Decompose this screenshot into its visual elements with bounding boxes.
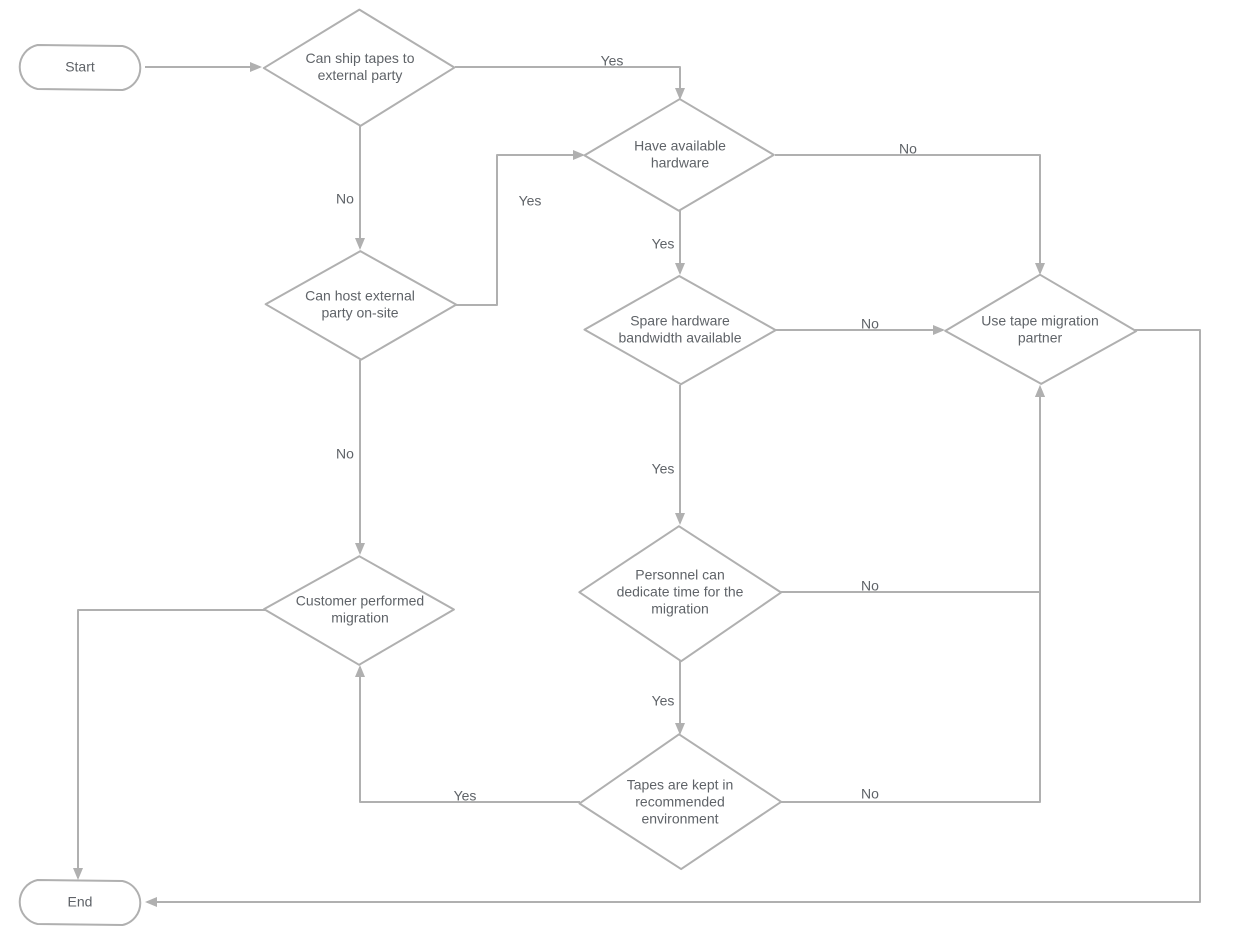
edge-line (360, 667, 580, 802)
node-label: Start (65, 58, 95, 74)
edge-tapes-customer-yes: Yes (360, 667, 580, 804)
node-hostExternal: Can host externalparty on-site (266, 251, 457, 359)
node-label: Tapes are kept inrecommendedenvironment (627, 776, 734, 826)
edge-host-have-yes: Yes (455, 155, 583, 305)
node-personnel: Personnel candedicate time for themigrat… (579, 526, 781, 661)
node-label: Spare hardwarebandwidth available (619, 312, 742, 345)
edge-have-spare-yes: Yes (652, 210, 680, 273)
edge-label: Yes (652, 693, 675, 709)
edge-label: Yes (652, 236, 675, 252)
edge-line (78, 610, 265, 878)
edge-line (775, 155, 1040, 273)
node-label: End (68, 893, 93, 909)
nodes: Start End Can ship tapes toexternal party C… (20, 10, 1136, 925)
node-customerMigration: Customer performedmigration (264, 556, 454, 665)
edge-label: No (861, 316, 879, 332)
node-tapesKept: Tapes are kept inrecommendedenvironment (580, 734, 782, 869)
edge-customer-end (78, 610, 265, 878)
edge-tapes-partner-no: No (780, 387, 1040, 802)
node-label: Can ship tapes toexternal party (306, 50, 415, 83)
edge-ship-host-no: No (336, 125, 360, 248)
node-haveHardware: Have availablehardware (584, 99, 773, 211)
edge-line (455, 67, 680, 98)
node-spareBandwidth: Spare hardwarebandwidth available (584, 276, 775, 384)
edge-personnel-partner-no: No (780, 387, 1040, 594)
edge-label: No (861, 578, 879, 594)
node-usePartner: Use tape migrationpartner (945, 275, 1136, 384)
node-end: End (20, 880, 141, 925)
edge-label: No (861, 786, 879, 802)
edge-host-customer-no: No (336, 360, 360, 553)
node-label: Can host externalparty on-site (305, 287, 415, 320)
edge-label: No (336, 446, 354, 462)
edge-line (780, 387, 1040, 802)
edge-have-partner-no: No (775, 141, 1040, 273)
edge-label: Yes (601, 53, 624, 69)
edge-label: Yes (454, 788, 477, 804)
edge-personnel-tapes-yes: Yes (652, 660, 680, 733)
node-shipTapes: Can ship tapes toexternal party (264, 10, 455, 126)
edge-ship-have-yes: Yes (455, 53, 680, 98)
edge-label: No (336, 191, 354, 207)
edge-label: No (899, 141, 917, 157)
edge-line (780, 387, 1040, 592)
edge-spare-personnel-yes: Yes (652, 385, 680, 523)
edge-label: Yes (519, 193, 542, 209)
edge-spare-partner-no: No (775, 316, 943, 332)
edge-label: Yes (652, 461, 675, 477)
node-start: Start (20, 45, 141, 90)
edge-line (455, 155, 583, 305)
